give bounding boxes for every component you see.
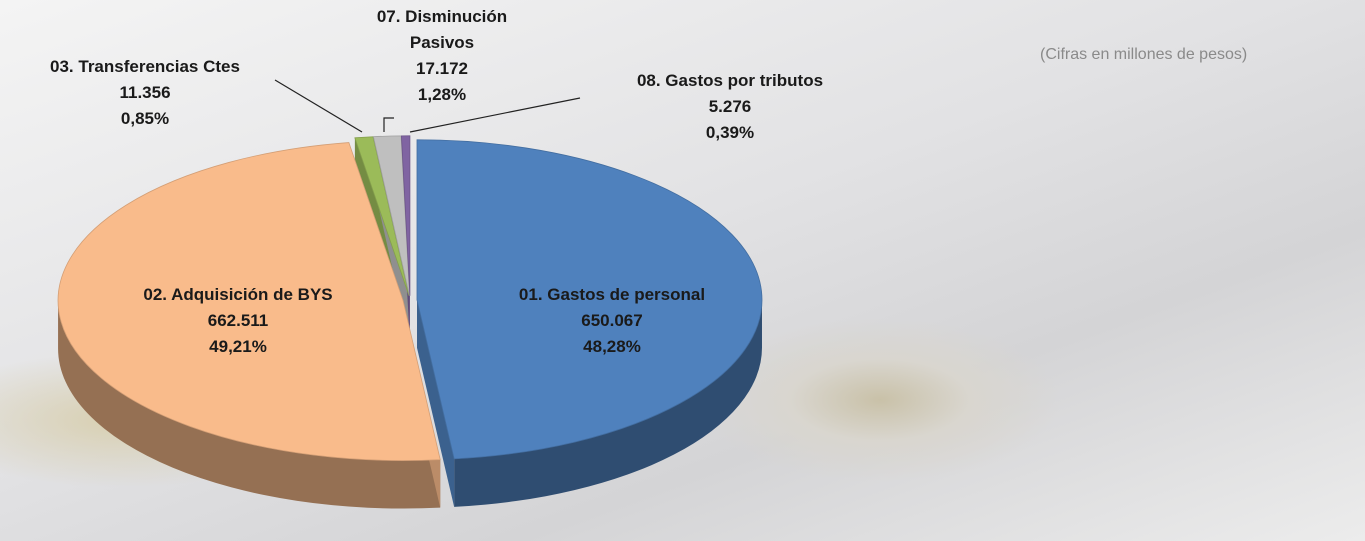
label-name: 08. Gastos por tributos <box>580 68 880 94</box>
chart: (Cifras en millones de pesos) 01. Gastos… <box>0 0 1365 541</box>
label-value: 5.276 <box>580 94 880 120</box>
label-name: 02. Adquisición de BYS <box>88 282 388 308</box>
label-percent: 0,39% <box>580 120 880 146</box>
leader-line <box>384 118 394 132</box>
label-value: 662.511 <box>88 308 388 334</box>
label-value: 17.172 <box>357 56 527 82</box>
label-name: 03. Transferencias Ctes <box>5 54 285 80</box>
label-percent: 0,85% <box>5 106 285 132</box>
label-percent: 49,21% <box>88 334 388 360</box>
label-name: 01. Gastos de personal <box>462 282 762 308</box>
label-name: 07. Disminución Pasivos <box>357 4 527 56</box>
label-value: 650.067 <box>462 308 762 334</box>
label-value: 11.356 <box>5 80 285 106</box>
note: (Cifras en millones de pesos) <box>1040 46 1247 64</box>
label-percent: 1,28% <box>357 82 527 108</box>
leader-line <box>275 80 362 132</box>
label-percent: 48,28% <box>462 334 762 360</box>
